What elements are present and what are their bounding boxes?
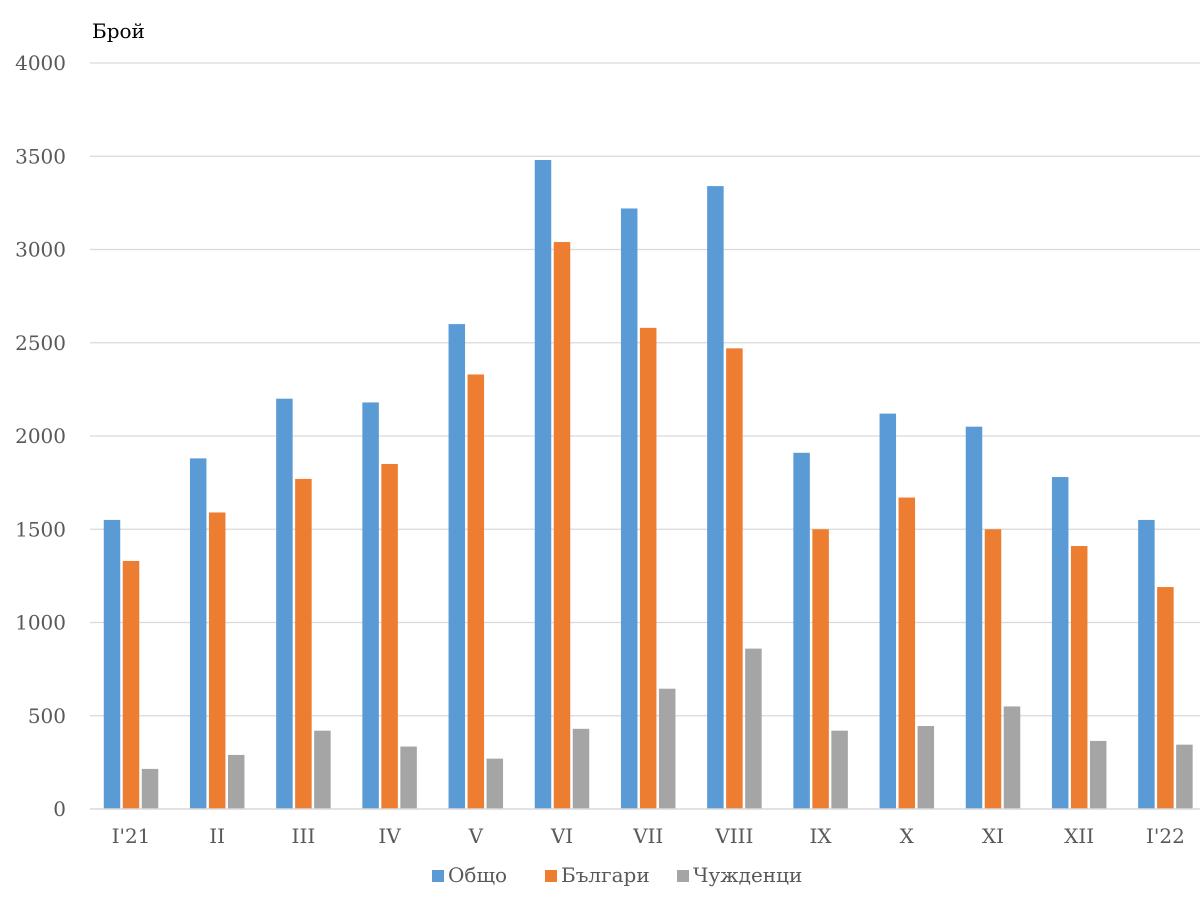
bar-bulgarians bbox=[122, 560, 140, 809]
bar-total bbox=[1138, 519, 1155, 809]
y-axis-ticks: 0 500 1000 1500 2000 2500 3000 3500 4000 bbox=[15, 51, 66, 821]
x-tick-label: XI bbox=[982, 824, 1004, 848]
bar-total bbox=[276, 398, 293, 809]
bar-foreigners bbox=[1089, 740, 1107, 809]
bar-total bbox=[189, 458, 207, 809]
legend: Общо Българи Чужденци bbox=[432, 863, 802, 887]
bar-foreigners bbox=[141, 768, 159, 809]
x-tick-label: VI bbox=[550, 824, 573, 848]
y-tick-label: 1500 bbox=[15, 517, 66, 541]
y-tick-label: 3500 bbox=[15, 144, 66, 168]
bar-bulgarians bbox=[726, 348, 743, 809]
bar-foreigners bbox=[745, 648, 762, 809]
legend-swatch bbox=[545, 870, 557, 882]
bar-bulgarians bbox=[381, 463, 398, 809]
x-tick-label: II bbox=[209, 824, 225, 848]
bar-foreigners bbox=[400, 746, 417, 809]
bar-foreigners bbox=[658, 688, 676, 809]
bar-bulgarians bbox=[639, 327, 657, 809]
bar-foreigners bbox=[314, 730, 331, 809]
legend-label: Българи bbox=[561, 863, 650, 887]
x-tick-label: VII bbox=[632, 824, 663, 848]
y-tick-label: 2000 bbox=[15, 424, 66, 448]
bar-total bbox=[362, 402, 379, 809]
x-tick-label: V bbox=[468, 824, 484, 848]
y-tick-label: 0 bbox=[53, 797, 66, 821]
bar-total bbox=[103, 519, 121, 809]
bar-bulgarians bbox=[1157, 587, 1174, 809]
legend-label: Общо bbox=[448, 863, 507, 887]
bar-foreigners bbox=[1176, 744, 1193, 809]
x-tick-label: I'21 bbox=[112, 824, 151, 848]
bar-foreigners bbox=[1003, 706, 1021, 809]
legend-swatch bbox=[677, 870, 689, 882]
bar-foreigners bbox=[917, 726, 935, 809]
x-tick-label: X bbox=[900, 824, 915, 848]
bar-total bbox=[448, 324, 466, 809]
x-axis-ticks: I'21 II III IV V VI VII VIII IX X XI XII I'22 bbox=[112, 824, 1185, 848]
bar-total bbox=[534, 159, 552, 810]
bar-total bbox=[965, 426, 983, 809]
bar-total bbox=[793, 452, 810, 809]
bar-bulgarians bbox=[984, 529, 1002, 809]
bar-total bbox=[707, 186, 724, 810]
legend-label: Чужденци bbox=[693, 863, 802, 887]
y-tick-label: 1000 bbox=[15, 611, 66, 635]
bar-foreigners bbox=[227, 754, 245, 809]
bar-total bbox=[1051, 477, 1069, 809]
y-axis-title: Брой bbox=[92, 19, 145, 43]
x-tick-label: I'22 bbox=[1146, 824, 1185, 848]
bar-bulgarians bbox=[467, 374, 485, 809]
y-tick-label: 4000 bbox=[15, 51, 66, 75]
y-tick-label: 2500 bbox=[15, 331, 66, 355]
bar-foreigners bbox=[486, 758, 504, 809]
x-tick-label: III bbox=[292, 824, 316, 848]
x-tick-label: VIII bbox=[714, 824, 753, 848]
bar-bulgarians bbox=[553, 242, 571, 810]
x-tick-label: IV bbox=[378, 824, 401, 848]
y-tick-label: 500 bbox=[28, 704, 66, 728]
legend-swatch bbox=[432, 870, 444, 882]
bar-bulgarians bbox=[295, 478, 312, 809]
bar-bulgarians bbox=[812, 529, 829, 809]
y-tick-label: 3000 bbox=[15, 238, 66, 262]
x-tick-label: IX bbox=[810, 824, 833, 848]
bar-bulgarians bbox=[208, 512, 226, 809]
bar-foreigners bbox=[831, 730, 848, 809]
bar-bulgarians bbox=[898, 497, 916, 809]
bar-bulgarians bbox=[1070, 546, 1088, 809]
x-tick-label: XII bbox=[1064, 824, 1094, 848]
bar-total bbox=[879, 413, 897, 809]
bar-total bbox=[620, 208, 638, 810]
bars bbox=[103, 159, 1193, 810]
bar-foreigners bbox=[572, 728, 590, 809]
